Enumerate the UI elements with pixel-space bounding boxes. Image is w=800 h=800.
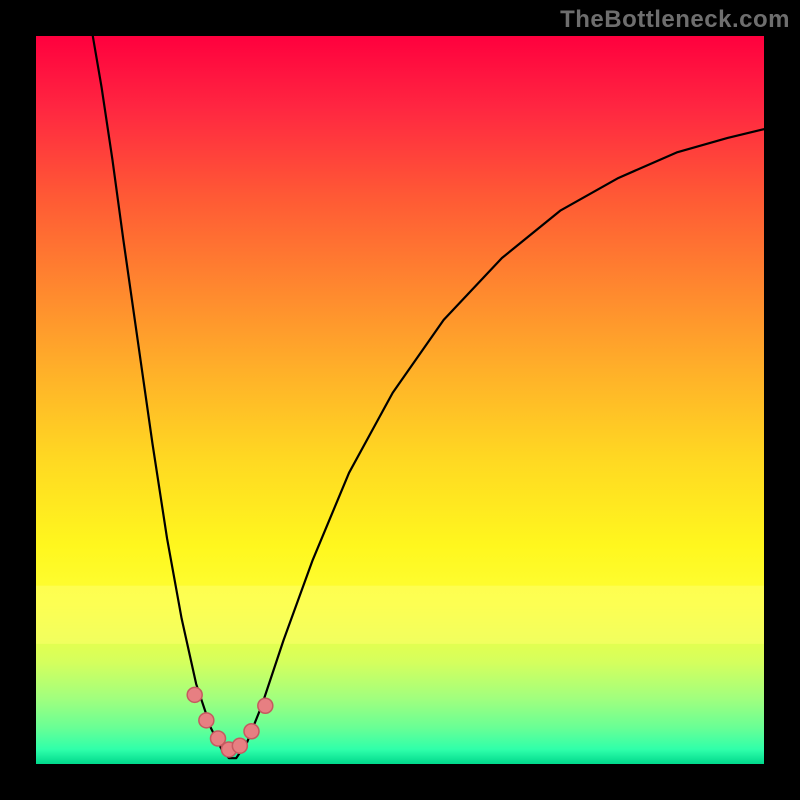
data-point: [244, 724, 259, 739]
highlight-band: [36, 586, 764, 644]
data-point: [199, 713, 214, 728]
bottleneck-chart: [0, 0, 800, 800]
data-point: [232, 738, 247, 753]
data-point: [258, 698, 273, 713]
data-point: [187, 687, 202, 702]
chart-frame: TheBottleneck.com: [0, 0, 800, 800]
watermark-text: TheBottleneck.com: [560, 6, 790, 34]
